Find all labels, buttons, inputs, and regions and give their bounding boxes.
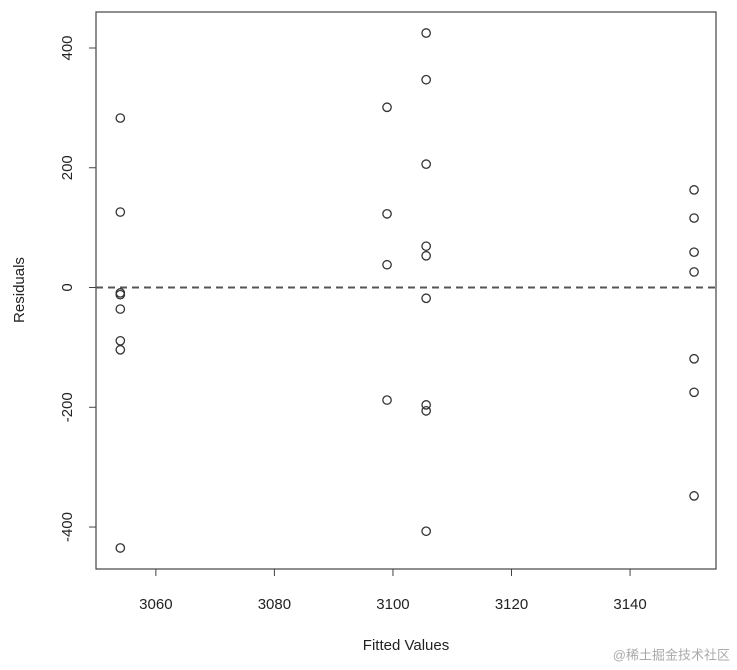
- point: [382, 102, 392, 113]
- point: [689, 185, 699, 195]
- x-axis-label: Fitted Values: [363, 637, 449, 654]
- point: [115, 335, 126, 346]
- y-tick-label: -200: [59, 392, 76, 422]
- point: [115, 543, 126, 553]
- point: [115, 113, 126, 123]
- point: [115, 304, 126, 314]
- y-tick-label: 200: [59, 155, 76, 180]
- x-tick-label: 3140: [613, 596, 646, 613]
- point: [421, 250, 432, 261]
- x-tick-label: 3080: [258, 596, 291, 613]
- y-axis-label: Residuals: [11, 257, 28, 323]
- point: [689, 491, 699, 501]
- point: [421, 406, 432, 416]
- point: [115, 289, 126, 300]
- x-tick-label: 3100: [376, 596, 409, 613]
- watermark: @稀土掘金技术社区: [613, 647, 730, 662]
- point: [115, 207, 126, 217]
- y-tick-label: 0: [59, 283, 76, 291]
- point: [382, 395, 392, 405]
- point: [689, 353, 699, 364]
- point: [421, 159, 432, 170]
- point: [421, 526, 432, 537]
- point: [421, 241, 432, 252]
- point: [689, 267, 699, 277]
- point: [382, 259, 392, 270]
- y-tick-label: 400: [59, 35, 76, 60]
- point: [421, 293, 432, 304]
- x-tick-label: 3120: [495, 596, 528, 613]
- point: [689, 213, 699, 223]
- y-tick-label: -400: [59, 512, 76, 542]
- x-tick-label: 3060: [139, 596, 172, 613]
- point: [689, 387, 699, 398]
- point: [689, 247, 699, 258]
- point: [421, 74, 432, 85]
- point: [382, 209, 392, 219]
- plot-frame: [95, 11, 717, 570]
- point: [421, 28, 432, 38]
- point: [115, 344, 126, 355]
- point: [421, 400, 432, 410]
